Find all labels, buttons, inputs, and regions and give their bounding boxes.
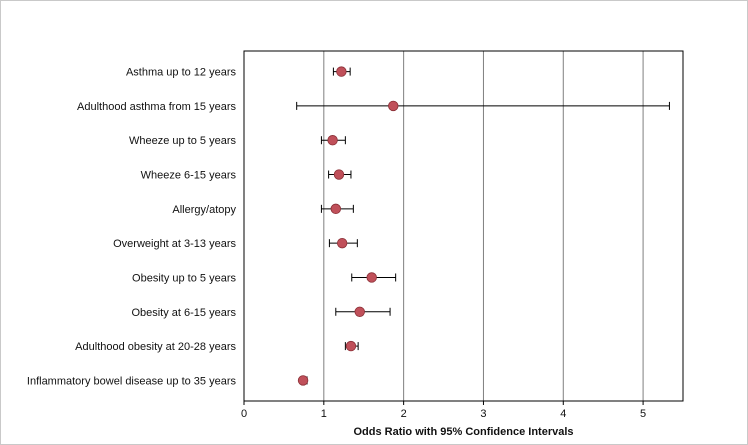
category-label: Adulthood asthma from 15 years <box>77 101 236 113</box>
category-label: Wheeze 6-15 years <box>141 170 237 182</box>
point-estimate-marker <box>388 100 399 112</box>
category-label: Asthma up to 12 years <box>126 67 237 79</box>
point-estimate-marker <box>327 135 338 146</box>
x-tick-label: 5 <box>640 408 646 420</box>
x-axis-title: Odds Ratio with 95% Confidence Intervals <box>353 426 573 438</box>
point-estimate-marker <box>336 237 348 249</box>
category-label: Wheeze up to 5 years <box>129 135 237 147</box>
point-estimate-marker <box>333 169 345 180</box>
x-tick-label: 4 <box>560 408 566 420</box>
point-estimate-marker <box>297 375 309 386</box>
point-estimate-marker <box>336 66 347 77</box>
x-axis-ticks: 0 1 2 3 4 5 <box>241 401 646 420</box>
x-tick-label: 3 <box>480 408 486 420</box>
point-estimate-marker <box>345 340 357 352</box>
grid-lines <box>323 51 644 401</box>
point-estimate-marker <box>354 306 365 317</box>
point-estimate-marker <box>330 203 341 215</box>
category-label: Allergy/atopy <box>172 204 236 216</box>
category-label: Inflammatory bowel disease up to 35 year… <box>27 375 237 387</box>
category-label: Adulthood obesity at 20-28 years <box>75 341 236 353</box>
point-estimate-marker <box>366 272 377 283</box>
category-label: Overweight at 3-13 years <box>113 238 236 250</box>
plot-area <box>243 50 684 402</box>
category-label: Obesity up to 5 years <box>132 272 236 284</box>
x-tick-label: 1 <box>321 408 327 420</box>
x-tick-label: 2 <box>401 408 407 420</box>
x-tick-label: 0 <box>241 408 247 420</box>
category-label: Obesity at 6-15 years <box>131 307 236 319</box>
category-labels: Asthma up to 12 years Adulthood asthma fr… <box>27 67 237 388</box>
point-estimates <box>297 66 399 386</box>
